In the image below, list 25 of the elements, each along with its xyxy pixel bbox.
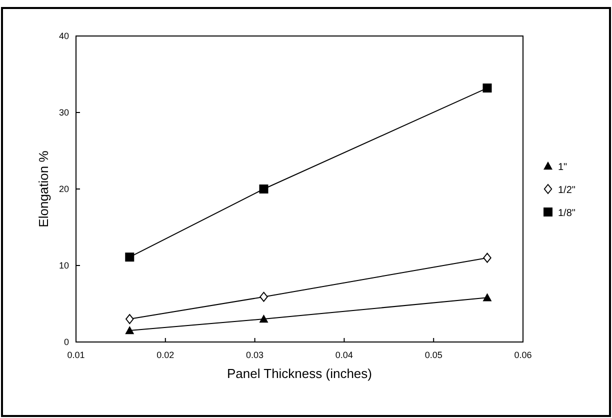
x-axis-title: Panel Thickness (inches) — [227, 366, 372, 381]
legend-label: 1" — [558, 162, 568, 173]
point — [483, 252, 492, 263]
point — [259, 314, 268, 323]
x-tick-label: 0.06 — [514, 350, 532, 360]
legend-label: 1/8" — [558, 208, 576, 219]
point — [125, 252, 134, 262]
point — [482, 293, 492, 302]
x-tick-label: 0.02 — [156, 350, 174, 360]
point — [126, 314, 134, 324]
point — [260, 292, 268, 302]
y-axis-title: Elongation % — [36, 150, 51, 228]
y-tick-label: 40 — [58, 31, 69, 41]
y-tick-label: 10 — [58, 260, 69, 270]
point — [259, 184, 268, 194]
x-tick-label: 0.05 — [424, 350, 442, 360]
y-tick-label: 0 — [64, 337, 69, 347]
y-tick-label: 30 — [58, 108, 69, 118]
x-tick-label: 0.03 — [246, 350, 264, 360]
x-tick-label: 0.04 — [335, 350, 353, 360]
legend-label: 1/2" — [558, 185, 576, 196]
point — [125, 326, 134, 334]
y-tick-label: 20 — [58, 184, 69, 194]
point — [482, 84, 492, 93]
x-tick-label: 0.01 — [67, 350, 85, 360]
